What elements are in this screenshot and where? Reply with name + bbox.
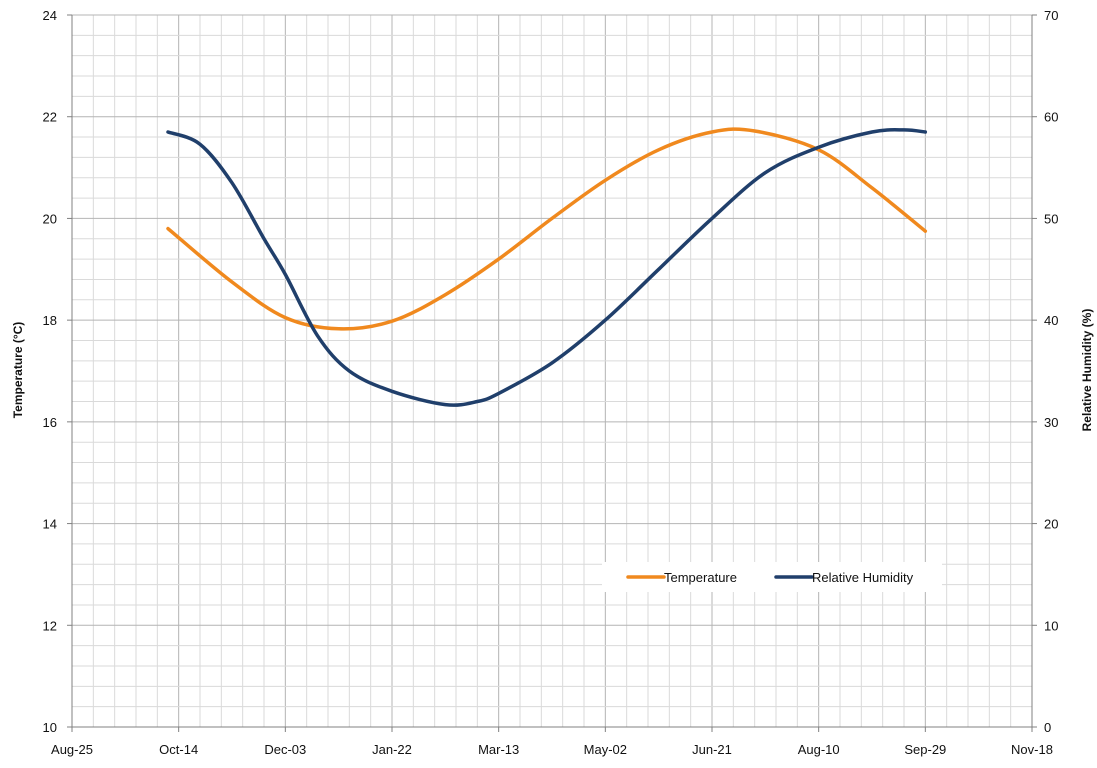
y-tick-label-right: 50 (1044, 211, 1058, 226)
legend: Temperature Relative Humidity (602, 562, 942, 592)
x-tick-label: Jan-22 (372, 742, 412, 757)
y-tick-label-left: 22 (43, 110, 57, 125)
tick-labels: Aug-25 Oct-14 Dec-03 Jan-22 Mar-13 May-02 Jun-… (43, 8, 1059, 757)
y-tick-label-right: 10 (1044, 618, 1058, 633)
x-tick-label: Dec-03 (264, 742, 306, 757)
y-axis-left-title: Temperature (°C) (11, 322, 25, 419)
legend-temperature-label: Temperature (664, 570, 737, 585)
y-tick-label-left: 20 (43, 211, 57, 226)
x-tick-label: Nov-18 (1011, 742, 1053, 757)
y-tick-label-right: 70 (1044, 8, 1058, 23)
x-tick-label: Jun-21 (692, 742, 732, 757)
axes (71, 15, 1033, 728)
x-tick-label: Oct-14 (159, 742, 198, 757)
x-tick-label: Aug-25 (51, 742, 93, 757)
x-tick-label: Sep-29 (904, 742, 946, 757)
series-lines (166, 127, 928, 407)
y-tick-label-right: 60 (1044, 110, 1058, 125)
y-tick-label-left: 14 (43, 517, 57, 532)
x-tick-label: Aug-10 (798, 742, 840, 757)
y-axis-right-title: Relative Humidity (%) (1080, 309, 1094, 432)
y-tick-label-left: 10 (43, 720, 57, 735)
y-tick-label-left: 16 (43, 415, 57, 430)
y-tick-label-left: 18 (43, 313, 57, 328)
gridlines (71, 14, 1033, 728)
y-tick-label-right: 30 (1044, 415, 1058, 430)
series-line-relative-humidity (166, 128, 928, 407)
x-tick-label: May-02 (584, 742, 627, 757)
y-tick-label-left: 24 (43, 8, 57, 23)
y-tick-label-left: 12 (43, 618, 57, 633)
legend-relative-humidity-label: Relative Humidity (812, 570, 914, 585)
y-tick-label-right: 40 (1044, 313, 1058, 328)
y-tick-label-right: 0 (1044, 720, 1051, 735)
series-line-temperature (166, 127, 928, 331)
x-tick-label: Mar-13 (478, 742, 519, 757)
y-tick-label-right: 20 (1044, 517, 1058, 532)
